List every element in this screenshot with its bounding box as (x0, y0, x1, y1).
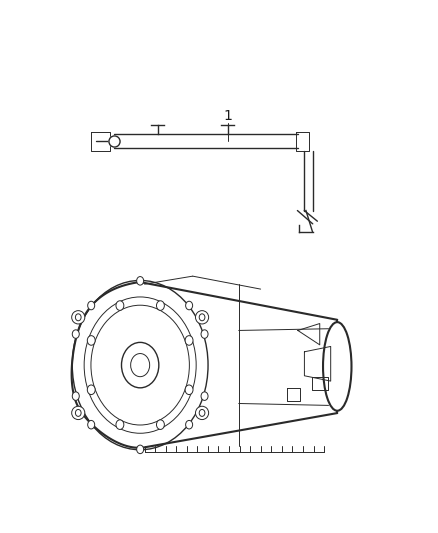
Ellipse shape (75, 314, 81, 321)
Ellipse shape (84, 297, 196, 433)
Ellipse shape (195, 311, 208, 324)
Ellipse shape (199, 409, 205, 416)
Ellipse shape (186, 301, 193, 310)
Ellipse shape (156, 301, 164, 310)
Ellipse shape (72, 330, 79, 338)
Ellipse shape (323, 322, 351, 411)
Ellipse shape (199, 314, 205, 321)
Ellipse shape (185, 385, 193, 394)
Text: 1: 1 (223, 109, 232, 123)
Ellipse shape (87, 385, 95, 394)
Ellipse shape (88, 421, 95, 429)
Ellipse shape (186, 421, 193, 429)
Ellipse shape (116, 420, 124, 430)
Ellipse shape (137, 445, 144, 454)
Ellipse shape (116, 301, 124, 310)
Ellipse shape (91, 305, 189, 425)
Ellipse shape (131, 353, 150, 377)
Ellipse shape (201, 330, 208, 338)
Ellipse shape (88, 301, 95, 310)
Ellipse shape (156, 420, 164, 430)
Ellipse shape (87, 336, 95, 345)
Ellipse shape (121, 342, 159, 388)
Ellipse shape (72, 280, 208, 450)
Ellipse shape (185, 336, 193, 345)
Ellipse shape (195, 406, 208, 419)
Ellipse shape (137, 277, 144, 285)
Ellipse shape (72, 406, 85, 419)
Ellipse shape (75, 409, 81, 416)
Ellipse shape (72, 311, 85, 324)
Ellipse shape (72, 392, 79, 400)
Ellipse shape (201, 392, 208, 400)
